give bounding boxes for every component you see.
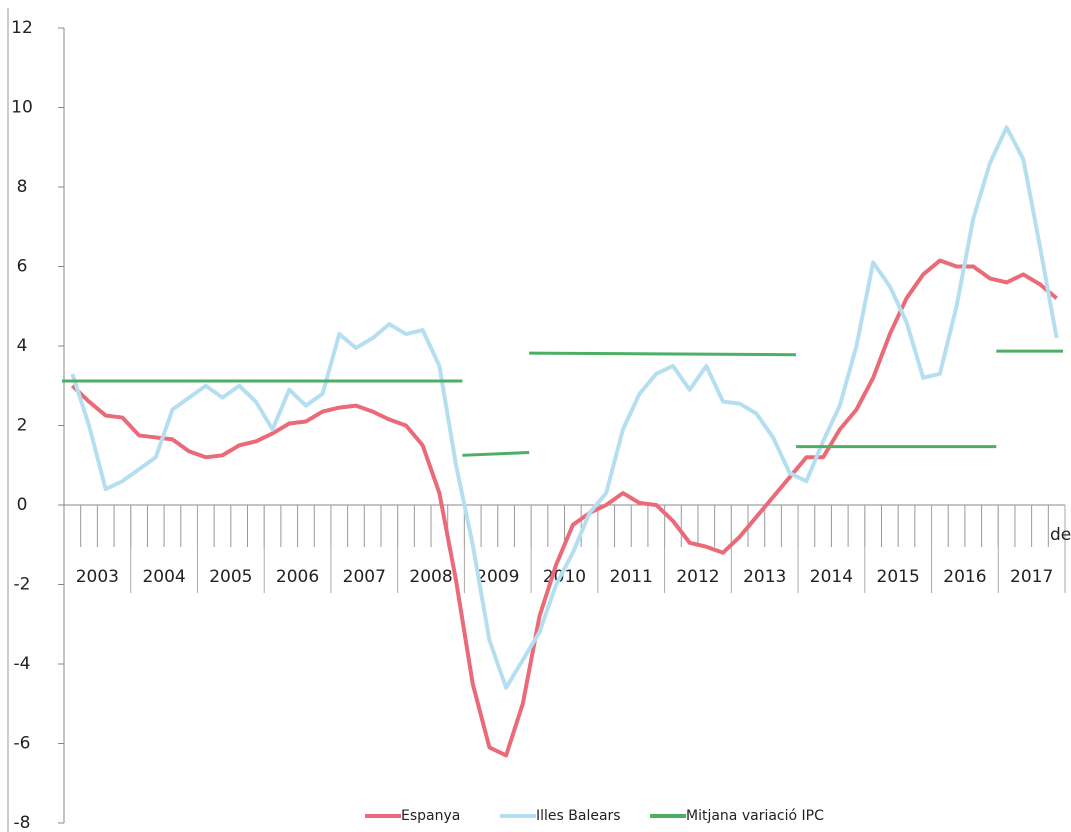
year-label: 2016 bbox=[943, 567, 986, 587]
y-tick-label: 12 bbox=[11, 18, 33, 38]
ipc-segment bbox=[529, 351, 797, 357]
legend-label: Illes Balears bbox=[536, 808, 621, 824]
year-label: 2015 bbox=[877, 567, 920, 587]
legend-label: Mitjana variació IPC bbox=[686, 808, 824, 824]
series-line bbox=[70, 258, 1058, 758]
ipc-segment bbox=[462, 451, 530, 457]
year-label: 2011 bbox=[610, 567, 653, 587]
series-line bbox=[70, 125, 1059, 690]
legend-label: Espanya bbox=[401, 808, 460, 824]
y-tick-label: 0 bbox=[17, 495, 28, 515]
y-tick-label: -4 bbox=[14, 654, 31, 674]
y-tick-label: 8 bbox=[17, 177, 28, 197]
y-tick-label: 10 bbox=[11, 98, 33, 118]
year-label: 2012 bbox=[676, 567, 719, 587]
y-tick-label: -6 bbox=[14, 734, 31, 754]
year-label: 2007 bbox=[343, 567, 386, 587]
year-label: 2005 bbox=[209, 567, 252, 587]
y-tick-label: 2 bbox=[17, 416, 28, 436]
year-label: 2013 bbox=[743, 567, 786, 587]
year-label: 2008 bbox=[409, 567, 452, 587]
year-label: 2004 bbox=[142, 567, 185, 587]
annotation: de bbox=[1050, 525, 1071, 545]
year-label: 2009 bbox=[476, 567, 519, 587]
year-label: 2006 bbox=[276, 567, 319, 587]
year-label: 2014 bbox=[810, 567, 853, 587]
y-tick-label: 6 bbox=[17, 257, 28, 277]
year-label: 2017 bbox=[1010, 567, 1053, 587]
y-tick-label: -8 bbox=[14, 813, 31, 832]
year-label: 2003 bbox=[76, 567, 119, 587]
y-tick-label: 4 bbox=[17, 336, 28, 356]
y-tick-label: -2 bbox=[14, 575, 31, 595]
